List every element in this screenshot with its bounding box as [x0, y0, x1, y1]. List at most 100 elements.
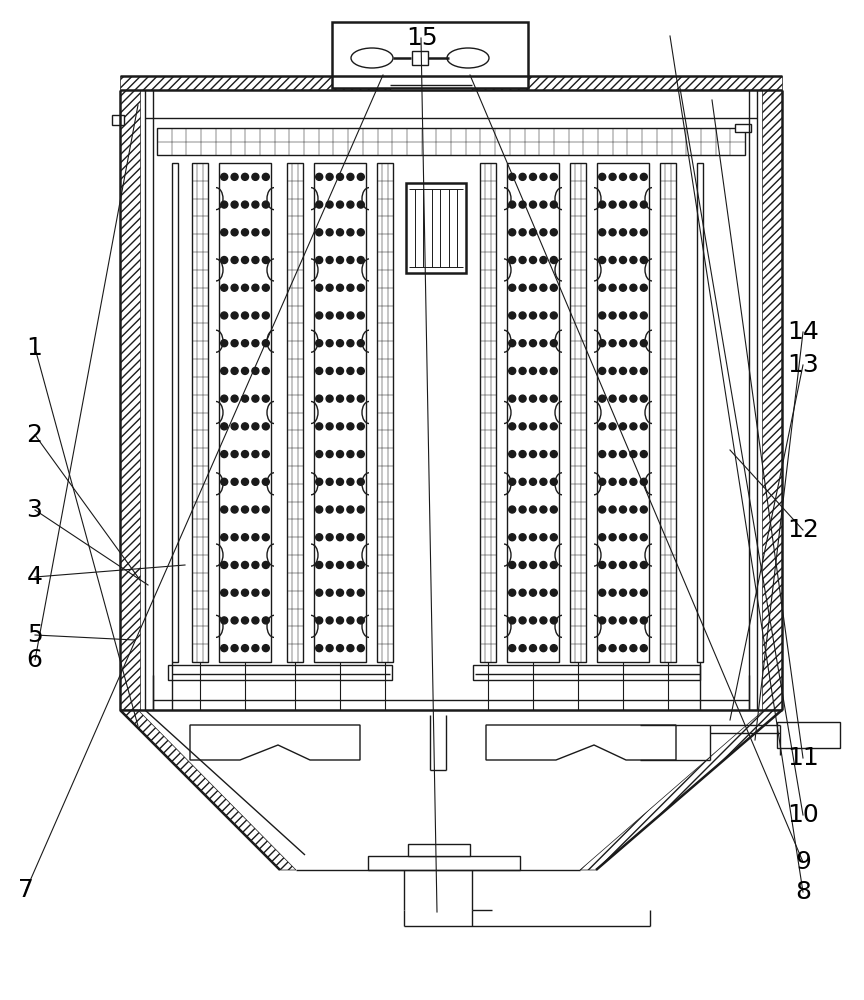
Circle shape	[530, 340, 537, 347]
Text: 3: 3	[27, 498, 42, 522]
Circle shape	[220, 561, 228, 568]
Circle shape	[263, 173, 270, 180]
Circle shape	[519, 284, 526, 291]
Circle shape	[640, 284, 647, 291]
Circle shape	[619, 696, 627, 704]
Circle shape	[619, 173, 626, 180]
Circle shape	[574, 696, 582, 704]
Circle shape	[263, 478, 270, 485]
Circle shape	[664, 696, 672, 704]
Circle shape	[242, 229, 249, 236]
Circle shape	[336, 229, 344, 236]
Circle shape	[509, 589, 516, 596]
Circle shape	[599, 617, 606, 624]
Circle shape	[358, 201, 365, 208]
Circle shape	[326, 645, 334, 652]
Circle shape	[336, 284, 344, 291]
Circle shape	[242, 312, 249, 319]
Circle shape	[540, 173, 547, 180]
Circle shape	[609, 561, 616, 568]
Circle shape	[599, 478, 606, 485]
Polygon shape	[190, 725, 360, 760]
Circle shape	[619, 340, 626, 347]
Circle shape	[540, 423, 547, 430]
Circle shape	[196, 696, 204, 704]
Circle shape	[336, 645, 344, 652]
Circle shape	[550, 395, 557, 402]
Circle shape	[315, 257, 322, 264]
Text: 10: 10	[788, 803, 819, 827]
Circle shape	[530, 312, 537, 319]
Circle shape	[347, 312, 354, 319]
Text: 5: 5	[27, 623, 42, 647]
Circle shape	[530, 617, 537, 624]
Circle shape	[550, 506, 557, 513]
Circle shape	[630, 645, 637, 652]
Bar	[332, 22, 528, 88]
Circle shape	[231, 395, 238, 402]
Circle shape	[640, 561, 647, 568]
Circle shape	[619, 201, 626, 208]
Bar	[390, 88, 472, 90]
Circle shape	[619, 506, 626, 513]
Circle shape	[529, 696, 537, 704]
Circle shape	[263, 617, 270, 624]
Circle shape	[609, 312, 616, 319]
Circle shape	[315, 451, 322, 458]
Circle shape	[252, 312, 259, 319]
Circle shape	[347, 284, 354, 291]
Circle shape	[315, 229, 322, 236]
Circle shape	[619, 395, 626, 402]
Bar	[120, 76, 782, 90]
Circle shape	[550, 589, 557, 596]
Circle shape	[263, 423, 270, 430]
Circle shape	[326, 340, 334, 347]
Circle shape	[640, 395, 647, 402]
Circle shape	[509, 506, 516, 513]
Circle shape	[263, 312, 270, 319]
Circle shape	[619, 312, 626, 319]
Circle shape	[315, 506, 322, 513]
Bar	[219, 163, 271, 662]
Bar	[597, 163, 649, 662]
Circle shape	[630, 173, 637, 180]
Circle shape	[326, 312, 334, 319]
Circle shape	[509, 173, 516, 180]
Circle shape	[630, 451, 637, 458]
Bar	[480, 163, 496, 662]
Circle shape	[358, 478, 365, 485]
Circle shape	[326, 395, 334, 402]
Circle shape	[263, 229, 270, 236]
Circle shape	[231, 201, 238, 208]
Circle shape	[609, 506, 616, 513]
Circle shape	[315, 173, 322, 180]
Text: 14: 14	[788, 320, 819, 344]
Bar	[660, 163, 676, 662]
Circle shape	[609, 340, 616, 347]
Circle shape	[619, 451, 626, 458]
Circle shape	[252, 201, 259, 208]
Circle shape	[336, 696, 344, 704]
Circle shape	[619, 367, 626, 374]
Circle shape	[609, 173, 616, 180]
Circle shape	[609, 284, 616, 291]
Circle shape	[530, 589, 537, 596]
Circle shape	[231, 173, 238, 180]
Circle shape	[358, 367, 365, 374]
Circle shape	[609, 201, 616, 208]
Circle shape	[315, 534, 322, 541]
Circle shape	[509, 478, 516, 485]
Bar	[368, 856, 520, 870]
Circle shape	[220, 423, 228, 430]
Circle shape	[358, 506, 365, 513]
Circle shape	[530, 534, 537, 541]
Bar	[314, 163, 366, 662]
Circle shape	[242, 284, 249, 291]
Circle shape	[540, 589, 547, 596]
Circle shape	[252, 451, 259, 458]
Circle shape	[336, 534, 344, 541]
Circle shape	[630, 478, 637, 485]
Circle shape	[619, 478, 626, 485]
Circle shape	[242, 617, 249, 624]
Text: 1: 1	[27, 336, 42, 360]
